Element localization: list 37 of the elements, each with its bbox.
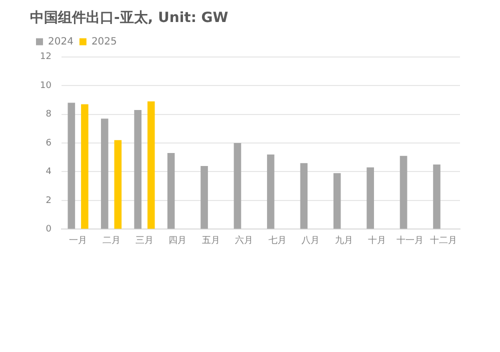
legend-label: 2025 [91,36,117,48]
x-tick-label: 九月 [334,234,353,246]
bar [100,118,108,229]
x-tick-label: 五月 [202,236,220,246]
x-tick-label: 十二月 [430,234,457,246]
x-tick-label: 三月 [135,236,154,246]
x-tick-label: 二月 [102,236,120,246]
y-tick-label: 8 [46,110,52,120]
bar [300,163,308,229]
y-tick-label: 2 [46,196,52,206]
bar [400,156,408,229]
bar [134,110,142,229]
y-tick-label: 0 [46,224,52,235]
bar [68,102,76,229]
bar [267,154,274,229]
bar [234,143,242,229]
bar [81,104,88,229]
bar [433,164,440,229]
chart-title: 中国组件出口-亚太, Unit: GW [30,10,228,26]
x-tick-label: 八月 [302,234,320,246]
bar [366,167,374,229]
x-tick-label: 一月 [69,236,88,246]
bar [200,166,208,229]
y-tick-label: 6 [46,138,52,148]
bar [114,140,122,229]
legend-label: 2024 [48,36,74,48]
x-tick-label: 六月 [235,234,254,246]
y-tick-label: 4 [46,167,52,178]
y-tick-label: 10 [40,80,52,91]
bar [167,153,175,229]
bar [333,173,341,229]
x-tick-label: 七月 [268,234,286,246]
y-tick-label: 12 [40,52,52,62]
x-tick-label: 十一月 [396,234,424,246]
x-tick-label: 十月 [368,234,386,246]
x-tick-label: 四月 [168,236,187,246]
bar [147,101,155,229]
